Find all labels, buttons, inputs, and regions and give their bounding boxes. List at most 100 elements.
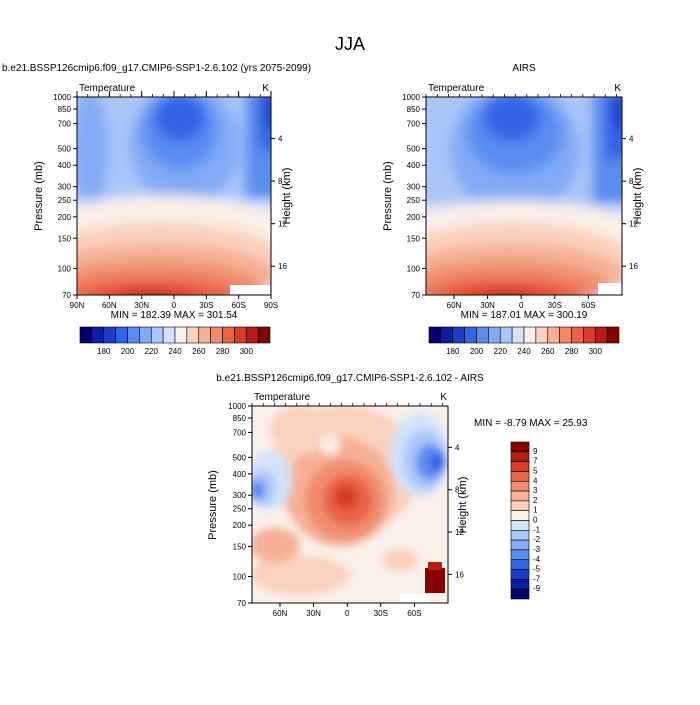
ytick-label: 700 bbox=[407, 120, 421, 129]
colorbar-label: -3 bbox=[533, 545, 541, 554]
xtick-label: 0 bbox=[172, 301, 177, 310]
panel-airs-stats: MIN = 187.01 MAX = 300.19 bbox=[461, 310, 588, 321]
colorbar-label: 4 bbox=[533, 476, 538, 485]
colorbar-swatch bbox=[510, 451, 530, 462]
colorbar-swatch bbox=[210, 326, 223, 344]
colorbar-label: 300 bbox=[589, 347, 603, 356]
colorbar-model: 180 200 220 240 260 280 300 bbox=[79, 326, 271, 356]
colorbar-label: 220 bbox=[145, 347, 159, 356]
colorbar-label: -2 bbox=[533, 535, 541, 544]
colorbar-swatch bbox=[79, 326, 93, 344]
panel-diff-right-label: K bbox=[440, 392, 447, 403]
ytick-label: 100 bbox=[407, 264, 421, 273]
colorbar-swatch bbox=[139, 326, 152, 344]
colorbar-label: 240 bbox=[517, 347, 531, 356]
colorbar-label: 280 bbox=[216, 347, 230, 356]
panel-diff-stats: MIN = -8.79 MAX = 25.93 bbox=[474, 418, 588, 429]
colorbar-swatch bbox=[523, 326, 537, 344]
ytick-label: 250 bbox=[233, 505, 247, 514]
ytick-label: 400 bbox=[233, 470, 247, 479]
colorbar-swatch bbox=[115, 326, 128, 344]
y2tick-label: 16 bbox=[278, 262, 287, 271]
ytick-label: 400 bbox=[407, 161, 421, 170]
colorbar-label: 180 bbox=[446, 347, 460, 356]
colorbar-swatch bbox=[510, 579, 530, 590]
colorbar-swatch bbox=[571, 326, 584, 344]
y2tick-label: 12 bbox=[455, 528, 464, 537]
colorbar-swatch bbox=[510, 510, 530, 521]
colorbar-label: 260 bbox=[541, 347, 555, 356]
colorbar-airs: 180 200 220 240 260 280 300 bbox=[428, 326, 620, 356]
ytick-label: 400 bbox=[58, 161, 72, 170]
xtick-label: 30S bbox=[548, 301, 562, 310]
ytick-label: 700 bbox=[58, 120, 72, 129]
ytick-label: 100 bbox=[233, 573, 247, 582]
ytick-label: 1000 bbox=[228, 402, 246, 411]
y2tick-label: 12 bbox=[629, 220, 638, 229]
xtick-label: 60N bbox=[273, 609, 288, 618]
ytick-label: 150 bbox=[58, 234, 72, 243]
panel-model-field bbox=[77, 97, 271, 295]
ytick-label: 150 bbox=[407, 234, 421, 243]
panel-diff: b.e21.BSSP126cmip6.f09_g17.CMIP6-SSP1-2.… bbox=[207, 373, 588, 618]
panel-model: b.e21.BSSP126cmip6.f09_g17.CMIP6-SSP1-2.… bbox=[2, 63, 311, 321]
colorbar-swatch bbox=[511, 326, 525, 344]
y2tick-label: 4 bbox=[629, 135, 634, 144]
ytick-label: 300 bbox=[233, 491, 247, 500]
colorbar-swatch bbox=[606, 326, 620, 344]
colorbar-swatch bbox=[162, 326, 176, 344]
xtick-label: 60S bbox=[581, 301, 595, 310]
ytick-label: 500 bbox=[407, 145, 421, 154]
colorbar-swatch bbox=[440, 326, 454, 344]
colorbar-swatch bbox=[583, 326, 596, 344]
panel-diff-y2label: Height (km) bbox=[457, 477, 469, 534]
panel-airs-right-label: K bbox=[614, 83, 621, 94]
colorbar-swatch bbox=[476, 326, 489, 344]
panel-diff-frame bbox=[251, 405, 449, 604]
y2tick-label: 16 bbox=[455, 570, 464, 579]
panel-airs-frame bbox=[425, 96, 623, 296]
panel-airs-field bbox=[426, 97, 622, 295]
colorbar-label: 0 bbox=[533, 516, 538, 525]
colorbar-label: -5 bbox=[533, 565, 541, 574]
ytick-label: 850 bbox=[233, 414, 247, 423]
panel-diff-left-label: Temperature bbox=[254, 392, 311, 403]
ytick-label: 850 bbox=[407, 105, 421, 114]
ytick-label: 850 bbox=[58, 105, 72, 114]
colorbar-swatch bbox=[510, 461, 530, 472]
ytick-label: 250 bbox=[407, 196, 421, 205]
colorbar-swatch bbox=[127, 326, 140, 344]
ytick-label: 70 bbox=[411, 291, 420, 300]
colorbar-label: 280 bbox=[565, 347, 579, 356]
ytick-label: 500 bbox=[233, 453, 247, 462]
ytick-label: 70 bbox=[62, 291, 71, 300]
panel-diff-title: b.e21.BSSP126cmip6.f09_g17.CMIP6-SSP1-2.… bbox=[216, 373, 484, 384]
colorbar-swatch bbox=[452, 326, 465, 344]
xtick-label: 90S bbox=[264, 301, 278, 310]
colorbar-swatch bbox=[510, 471, 530, 482]
xtick-label: 30N bbox=[134, 301, 149, 310]
panel-airs-ylabel: Pressure (mb) bbox=[382, 161, 394, 231]
colorbar-swatch bbox=[245, 326, 259, 344]
colorbar-swatch bbox=[510, 490, 530, 502]
colorbar-swatch bbox=[510, 569, 530, 580]
y2tick-label: 8 bbox=[455, 486, 460, 495]
panel-airs-title: AIRS bbox=[512, 63, 536, 74]
y2tick-label: 8 bbox=[278, 177, 283, 186]
colorbar-swatch bbox=[535, 326, 549, 344]
xtick-label: 0 bbox=[345, 609, 350, 618]
colorbar-swatch bbox=[428, 326, 442, 344]
y2tick-label: 16 bbox=[629, 262, 638, 271]
y2tick-label: 12 bbox=[278, 220, 287, 229]
colorbar-swatch bbox=[234, 326, 247, 344]
panel-diff-ylabel: Pressure (mb) bbox=[207, 470, 219, 540]
panel-model-y2label: Height (km) bbox=[281, 168, 293, 225]
colorbar-swatch bbox=[257, 326, 271, 344]
colorbar-swatch bbox=[559, 326, 572, 344]
colorbar-swatch bbox=[510, 549, 530, 561]
colorbar-label: 3 bbox=[533, 486, 538, 495]
colorbar-swatch bbox=[174, 326, 188, 344]
y2tick-label: 4 bbox=[278, 135, 283, 144]
xtick-label: 30N bbox=[306, 609, 321, 618]
